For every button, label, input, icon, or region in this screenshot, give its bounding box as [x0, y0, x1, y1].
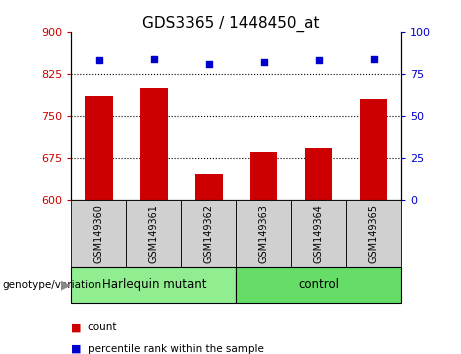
- Point: [205, 61, 213, 67]
- Text: GDS3365 / 1448450_at: GDS3365 / 1448450_at: [142, 16, 319, 32]
- Text: Harlequin mutant: Harlequin mutant: [101, 279, 206, 291]
- Point: [95, 58, 103, 63]
- Text: GSM149362: GSM149362: [204, 204, 214, 263]
- Point: [150, 56, 158, 62]
- Bar: [346, 200, 401, 267]
- Bar: [236, 200, 291, 267]
- Text: ■: ■: [71, 322, 82, 332]
- Point: [315, 58, 322, 63]
- Bar: [181, 200, 236, 267]
- Bar: [236, 267, 401, 303]
- Bar: [140, 88, 168, 200]
- Point: [370, 56, 377, 62]
- Text: count: count: [88, 322, 117, 332]
- Text: GSM149361: GSM149361: [149, 204, 159, 263]
- Bar: [126, 200, 181, 267]
- Bar: [360, 99, 387, 200]
- Bar: [250, 152, 278, 200]
- Bar: [71, 267, 236, 303]
- Bar: [195, 174, 223, 200]
- Bar: [85, 96, 112, 200]
- Bar: [71, 200, 126, 267]
- Text: GSM149364: GSM149364: [313, 204, 324, 263]
- Text: GSM149363: GSM149363: [259, 204, 269, 263]
- Bar: [305, 148, 332, 200]
- Text: genotype/variation: genotype/variation: [2, 280, 101, 290]
- Text: GSM149360: GSM149360: [94, 204, 104, 263]
- Text: ■: ■: [71, 344, 82, 354]
- Point: [260, 59, 267, 65]
- Text: percentile rank within the sample: percentile rank within the sample: [88, 344, 264, 354]
- Text: ▶: ▶: [61, 279, 70, 291]
- Text: control: control: [298, 279, 339, 291]
- Bar: [291, 200, 346, 267]
- Text: GSM149365: GSM149365: [369, 204, 378, 263]
